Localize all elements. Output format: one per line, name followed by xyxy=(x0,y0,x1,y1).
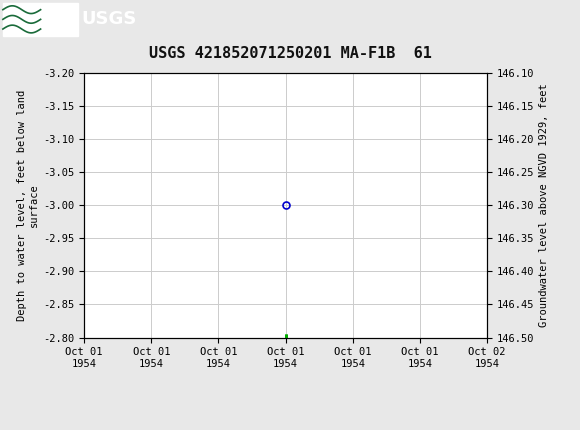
Text: USGS: USGS xyxy=(81,10,136,28)
Y-axis label: Depth to water level, feet below land
surface: Depth to water level, feet below land su… xyxy=(17,90,39,321)
Bar xyxy=(3,3,78,36)
Text: USGS 421852071250201 MA-F1B  61: USGS 421852071250201 MA-F1B 61 xyxy=(148,46,432,61)
Y-axis label: Groundwater level above NGVD 1929, feet: Groundwater level above NGVD 1929, feet xyxy=(539,83,549,327)
